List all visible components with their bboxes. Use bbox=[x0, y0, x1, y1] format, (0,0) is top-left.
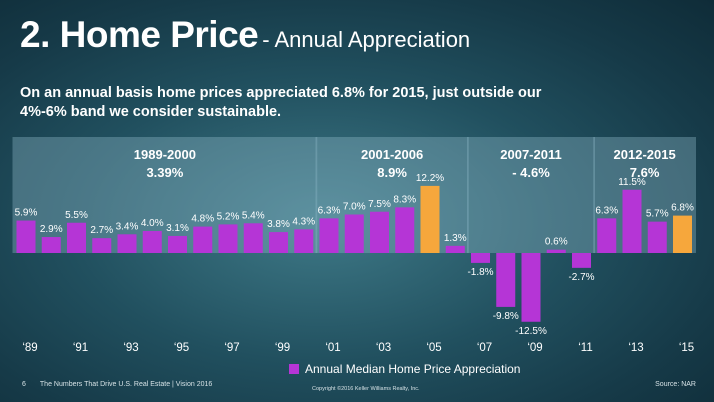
bar-1998 bbox=[243, 223, 263, 253]
bar-2013 bbox=[622, 189, 642, 253]
value-label-2013: 11.5% bbox=[618, 177, 646, 188]
page-title: 2. Home Price - Annual Appreciation bbox=[20, 14, 470, 56]
bar-1990 bbox=[41, 237, 61, 253]
legend-swatch bbox=[289, 364, 299, 374]
value-label-1993: 3.4% bbox=[116, 221, 139, 232]
period-value-0: 3.39% bbox=[146, 165, 183, 180]
period-value-2: - 4.6% bbox=[512, 165, 550, 180]
period-label-3: 2012-2015 bbox=[614, 147, 676, 162]
bar-2003 bbox=[370, 211, 389, 253]
bar-1994 bbox=[142, 231, 162, 253]
value-label-2006: 1.3% bbox=[444, 233, 467, 244]
value-label-1992: 2.7% bbox=[90, 225, 113, 236]
x-tick-1997: ‘97 bbox=[224, 342, 239, 354]
bar-2012 bbox=[597, 218, 617, 253]
value-label-1997: 5.2% bbox=[217, 211, 240, 222]
bar-2002 bbox=[344, 214, 364, 253]
bar-2014 bbox=[647, 221, 667, 253]
x-tick-2003: ‘03 bbox=[376, 342, 391, 354]
bar-1999 bbox=[269, 232, 288, 253]
period-box-0 bbox=[12, 137, 318, 253]
value-label-1999: 3.8% bbox=[267, 219, 290, 230]
value-label-2011: -2.7% bbox=[568, 272, 594, 283]
value-label-1998: 5.4% bbox=[242, 210, 265, 221]
footer-copyright: Copyright ©2016 Keller Williams Realty, … bbox=[312, 386, 420, 392]
bar-1997 bbox=[218, 224, 238, 253]
value-label-1996: 4.8% bbox=[191, 214, 214, 225]
period-label-1: 2001-2006 bbox=[361, 147, 423, 162]
bar-2010 bbox=[546, 249, 566, 253]
value-label-2009: -12.5% bbox=[515, 326, 547, 337]
value-label-2008: -9.8% bbox=[493, 311, 519, 322]
value-label-2010: 0.6% bbox=[545, 237, 568, 248]
value-label-2005: 12.2% bbox=[416, 173, 444, 184]
x-tick-1993: ‘93 bbox=[123, 342, 138, 354]
value-label-2000: 4.3% bbox=[292, 216, 315, 227]
bar-2005 bbox=[420, 185, 440, 253]
period-value-3: 7.6% bbox=[630, 165, 660, 180]
title-sub: - Annual Appreciation bbox=[262, 27, 471, 52]
period-value-1: 8.9% bbox=[377, 165, 407, 180]
x-tick-1989: ‘89 bbox=[22, 342, 37, 354]
period-label-0: 1989-2000 bbox=[134, 147, 196, 162]
x-tick-2015: ‘15 bbox=[679, 342, 694, 354]
page-subtitle: On an annual basis home prices appreciat… bbox=[20, 85, 542, 120]
x-tick-2007: ‘07 bbox=[477, 342, 492, 354]
bar-1991 bbox=[67, 222, 86, 253]
bar-2000 bbox=[294, 229, 314, 253]
x-tick-1995: ‘95 bbox=[174, 342, 189, 354]
x-tick-1999: ‘99 bbox=[275, 342, 290, 354]
bar-1989 bbox=[16, 220, 36, 253]
x-tick-2005: ‘05 bbox=[426, 342, 441, 354]
bar-1996 bbox=[193, 226, 213, 253]
value-label-2012: 6.3% bbox=[595, 205, 618, 216]
value-label-1989: 5.9% bbox=[15, 208, 38, 219]
period-box-1 bbox=[315, 137, 469, 253]
bar-2007 bbox=[471, 253, 490, 263]
value-label-2004: 8.3% bbox=[393, 194, 416, 205]
value-label-2003: 7.5% bbox=[368, 199, 391, 210]
bar-2001 bbox=[319, 218, 339, 253]
footer-left: 6 The Numbers That Drive U.S. Real Estate… bbox=[22, 381, 212, 388]
value-label-2015: 6.8% bbox=[671, 203, 694, 214]
value-label-2002: 7.0% bbox=[343, 202, 366, 213]
bar-1995 bbox=[168, 235, 187, 253]
value-label-1990: 2.9% bbox=[40, 224, 63, 235]
x-tick-2011: ‘11 bbox=[578, 342, 593, 354]
bar-1992 bbox=[92, 238, 112, 253]
value-label-2001: 6.3% bbox=[318, 205, 341, 216]
bar-1993 bbox=[117, 234, 137, 253]
title-main: 2. Home Price bbox=[20, 14, 259, 55]
value-label-1994: 4.0% bbox=[141, 218, 164, 229]
bar-2009 bbox=[521, 253, 541, 322]
x-tick-2013: ‘13 bbox=[628, 342, 643, 354]
bar-2004 bbox=[395, 207, 415, 253]
x-tick-1991: ‘91 bbox=[73, 342, 88, 354]
footer-text: The Numbers That Drive U.S. Real Estate … bbox=[39, 381, 213, 388]
x-tick-2001: ‘01 bbox=[325, 342, 340, 354]
x-tick-2009: ‘09 bbox=[527, 342, 542, 354]
legend-label: Annual Median Home Price Appreciation bbox=[305, 362, 521, 376]
value-label-1995: 3.1% bbox=[166, 223, 189, 234]
value-label-2014: 5.7% bbox=[646, 209, 669, 220]
bar-2011 bbox=[572, 253, 591, 268]
bar-2008 bbox=[496, 253, 516, 307]
chart-legend: Annual Median Home Price Appreciation bbox=[289, 362, 520, 376]
footer-source: Source: NAR bbox=[655, 381, 696, 388]
bar-2006 bbox=[445, 245, 465, 253]
value-label-2007: -1.8% bbox=[467, 267, 493, 278]
period-box-2 bbox=[467, 137, 595, 253]
bar-2015 bbox=[673, 215, 692, 253]
period-label-2: 2007-2011 bbox=[500, 147, 561, 162]
page-number: 6 bbox=[22, 381, 26, 388]
value-label-1991: 5.5% bbox=[65, 210, 88, 221]
